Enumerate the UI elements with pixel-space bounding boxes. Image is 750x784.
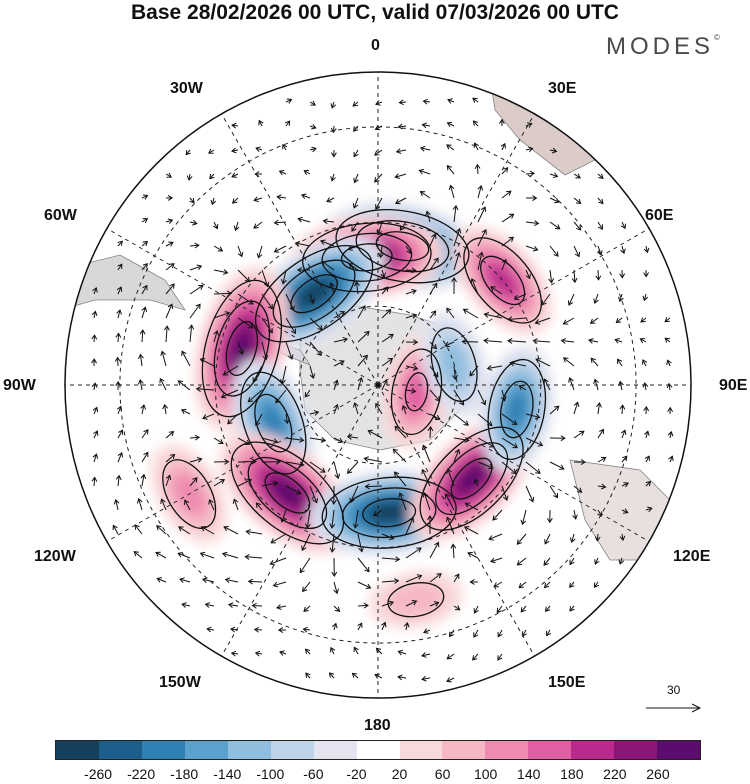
label-0: 0 [371, 37, 380, 55]
colorbar-swatch [185, 741, 228, 759]
label-150w: 150W [159, 674, 201, 692]
wind-vector [430, 427, 431, 438]
colorbar-swatch [400, 741, 443, 759]
wind-vector [249, 581, 262, 582]
label-30e: 30E [548, 80, 576, 98]
colorbar-ticks: -260 -220 -180 -140 -100 -60 -20 20 60 100 140 180 2… [0, 766, 750, 784]
colorbar-swatch [56, 741, 99, 759]
label-120w: 120W [34, 548, 76, 566]
colorbar-swatch [528, 741, 571, 759]
colorbar-tick-label: 60 [435, 766, 451, 782]
label-120e: 120E [673, 548, 710, 566]
reference-vector: 30 [645, 683, 703, 723]
label-90e: 90E [719, 377, 747, 395]
wind-vector [214, 293, 231, 294]
colorbar-swatch [442, 741, 485, 759]
colorbar-tick-label: -260 [84, 766, 112, 782]
colorbar-tick-label: 220 [603, 766, 626, 782]
colorbar-swatch [99, 741, 142, 759]
colorbar-tick-label: -100 [256, 766, 284, 782]
colorbar-tick-label: -220 [127, 766, 155, 782]
colorbar-tick-label: 180 [560, 766, 583, 782]
colorbar-tick-label: -20 [346, 766, 366, 782]
colorbar-swatch [657, 741, 700, 759]
colorbar-tick-label: -60 [303, 766, 323, 782]
colorbar [55, 740, 701, 760]
colorbar-swatch [571, 741, 614, 759]
reference-arrow-icon [645, 683, 703, 723]
wind-vector [365, 486, 382, 487]
colorbar-swatch [314, 741, 357, 759]
colorbar-tick-label: -180 [170, 766, 198, 782]
colorbar-swatch [357, 741, 400, 759]
label-90w: 90W [3, 377, 36, 395]
colorbar-tick-label: -140 [213, 766, 241, 782]
label-30w: 30W [170, 80, 203, 98]
colorbar-tick-label: 100 [474, 766, 497, 782]
colorbar-tick-label: 140 [517, 766, 540, 782]
label-60w: 60W [44, 207, 77, 225]
label-60e: 60E [645, 207, 673, 225]
colorbar-tick-label: 20 [392, 766, 408, 782]
south-pole-marker [376, 383, 381, 388]
colorbar-swatch [142, 741, 185, 759]
colorbar-swatch [271, 741, 314, 759]
label-180: 180 [364, 717, 391, 735]
colorbar-swatch [228, 741, 271, 759]
wind-vector [238, 461, 256, 462]
colorbar-tick-label: 260 [646, 766, 669, 782]
colorbar-swatch [614, 741, 657, 759]
label-150e: 150E [548, 674, 585, 692]
colorbar-swatch [485, 741, 528, 759]
